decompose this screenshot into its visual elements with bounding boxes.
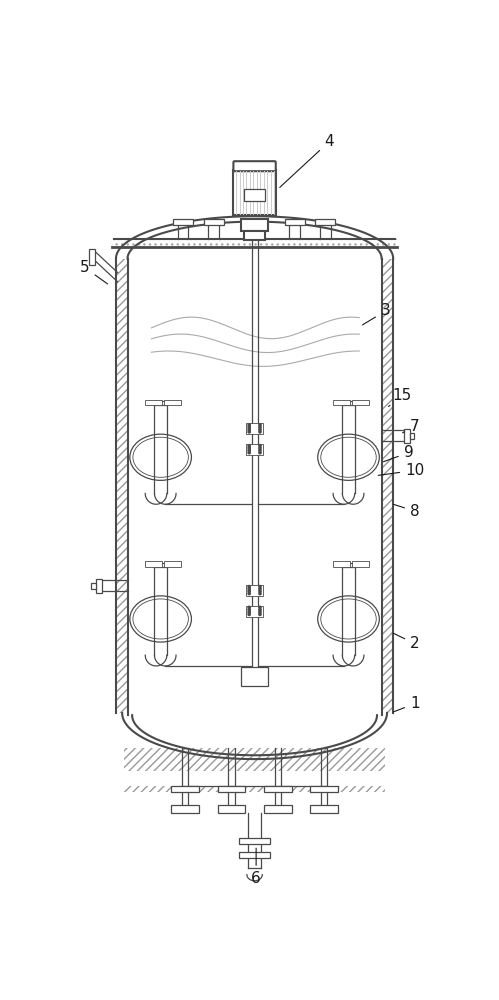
Circle shape	[248, 431, 250, 433]
Circle shape	[248, 451, 250, 454]
Bar	[246, 423, 263, 434]
Bar	[310, 805, 338, 813]
Bar	[96, 579, 102, 593]
Text: 5: 5	[80, 260, 108, 284]
Circle shape	[259, 588, 261, 590]
Bar	[112, 239, 397, 247]
Circle shape	[248, 592, 250, 595]
Text: 4: 4	[280, 134, 334, 187]
Bar	[352, 400, 369, 405]
Bar	[244, 231, 265, 240]
Bar	[91, 583, 96, 589]
Bar	[352, 561, 369, 567]
Text: 1: 1	[394, 696, 420, 712]
Circle shape	[248, 606, 250, 609]
Bar	[124, 748, 386, 771]
Bar	[116, 259, 128, 713]
Circle shape	[259, 431, 261, 433]
Circle shape	[248, 613, 250, 615]
Bar	[172, 786, 199, 792]
Bar	[124, 786, 386, 792]
Bar	[382, 259, 393, 713]
Bar	[172, 805, 199, 813]
Circle shape	[259, 445, 261, 447]
Text: 8: 8	[394, 504, 420, 519]
Bar	[218, 805, 246, 813]
Bar	[404, 429, 410, 443]
Bar	[246, 585, 263, 596]
Bar	[89, 249, 95, 265]
Bar	[310, 786, 338, 792]
Bar	[284, 219, 304, 225]
Bar	[244, 189, 265, 201]
Circle shape	[248, 609, 250, 611]
Bar	[128, 259, 382, 732]
Text: 3: 3	[362, 303, 390, 325]
Circle shape	[248, 588, 250, 590]
Bar	[241, 667, 268, 686]
Circle shape	[259, 585, 261, 588]
Text: 10: 10	[378, 463, 424, 478]
Text: 2: 2	[393, 633, 420, 651]
Circle shape	[248, 428, 250, 431]
Bar	[218, 786, 246, 792]
Circle shape	[248, 585, 250, 588]
Bar	[241, 219, 268, 231]
Circle shape	[248, 447, 250, 449]
Circle shape	[259, 611, 261, 613]
Circle shape	[248, 590, 250, 592]
Bar	[145, 561, 162, 567]
Bar	[239, 838, 270, 844]
FancyBboxPatch shape	[234, 161, 276, 171]
Bar	[233, 170, 276, 215]
Circle shape	[259, 451, 261, 454]
Bar	[165, 400, 182, 405]
Circle shape	[259, 426, 261, 428]
Circle shape	[248, 449, 250, 451]
Circle shape	[259, 428, 261, 431]
Circle shape	[259, 590, 261, 592]
Text: 9: 9	[383, 445, 414, 462]
Text: 15: 15	[389, 388, 412, 406]
Bar	[246, 606, 263, 617]
Bar	[264, 786, 291, 792]
Circle shape	[248, 611, 250, 613]
Bar	[173, 219, 193, 225]
Bar	[264, 805, 291, 813]
Bar	[239, 852, 270, 858]
Bar	[204, 219, 224, 225]
Circle shape	[259, 592, 261, 595]
Bar	[145, 400, 162, 405]
Bar	[410, 433, 414, 439]
Bar	[246, 444, 263, 455]
Circle shape	[259, 449, 261, 451]
Bar	[333, 561, 350, 567]
Bar	[165, 561, 182, 567]
Text: 6: 6	[251, 848, 261, 886]
Circle shape	[259, 424, 261, 426]
Circle shape	[248, 424, 250, 426]
Circle shape	[248, 445, 250, 447]
Circle shape	[259, 606, 261, 609]
Circle shape	[248, 426, 250, 428]
Bar	[333, 400, 350, 405]
Circle shape	[259, 613, 261, 615]
Text: 7: 7	[403, 419, 420, 434]
Circle shape	[259, 609, 261, 611]
Bar	[315, 219, 335, 225]
Circle shape	[259, 447, 261, 449]
